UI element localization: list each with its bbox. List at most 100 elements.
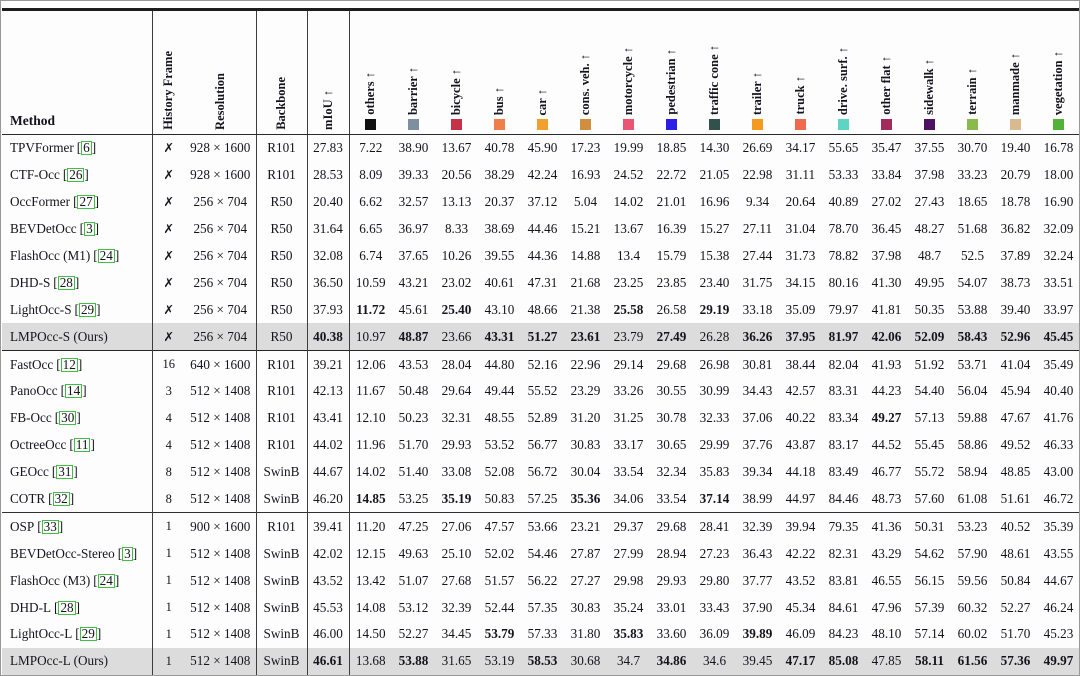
trailer-cell: 37.76 (742, 437, 773, 453)
citation-bracket-close: ] (77, 356, 83, 372)
citation-bracket-close: ] (114, 572, 120, 588)
car-cell: 44.36 (527, 248, 558, 263)
citation-bracket-close: ] (73, 464, 78, 480)
row-lmpocc-l-ours: LMPOcc-L (Ours) 1 512 × 1408 SwinB 46.61 13.6… (2, 647, 1079, 675)
bus-cell: 38.29 (484, 167, 515, 183)
citation-link[interactable]: [31] (52, 464, 78, 480)
drive-surf-cell: 78.70 (828, 221, 859, 237)
sidewalk-cell: 56.15 (914, 572, 945, 588)
history-frame-cell: 4 (165, 437, 172, 452)
traffic-cone-cell: 28.41 (693, 512, 736, 541)
citation-number: 28 (57, 274, 75, 290)
row-lightocc-s: LightOcc-S[29] ✗ 256 × 704 R50 37.93 11.72 45.… (2, 296, 1079, 324)
terrain-cell: 33.23 (957, 167, 988, 183)
truck-cell: 43.87 (785, 437, 816, 453)
citation-link[interactable]: [12] (56, 357, 82, 372)
traffic-cone-cell: 15.38 (699, 248, 730, 263)
method-name: FB-Occ (10, 410, 52, 426)
car-cell: 55.52 (527, 383, 558, 399)
citation-link[interactable]: [6] (77, 140, 96, 156)
cons-veh-cell: 23.29 (570, 383, 601, 399)
manmade-cell: 51.61 (1000, 491, 1031, 507)
citation-link[interactable]: [30] (55, 410, 81, 426)
others-cell: 11.96 (356, 437, 386, 453)
bus-cell: 38.69 (484, 221, 515, 237)
citation-link[interactable]: [14] (61, 383, 87, 399)
row-dhd-s: DHD-S[28] ✗ 256 × 704 R50 36.50 10.59 43.21 23.… (2, 269, 1079, 297)
method-cell: PanoOcc[14] (2, 378, 153, 405)
trailer-label: trailer ↑ (750, 71, 764, 115)
traffic-cone-cell: 35.83 (699, 464, 730, 480)
cons-veh-cell: 17.23 (570, 140, 601, 156)
row-lightocc-l: LightOcc-L[29] 1 512 × 1408 SwinB 46.00 14.50… (2, 621, 1079, 648)
terrain-color-swatch (967, 119, 978, 130)
method-cell: OctreeOcc[11] (2, 431, 153, 459)
car-cell: 44.46 (527, 221, 558, 237)
car-cell: 56.72 (527, 464, 558, 480)
miou-cell: 28.53 (307, 161, 350, 189)
resolution-cell: 256 × 704 (185, 242, 257, 270)
citation-link[interactable]: [29] (75, 302, 101, 317)
bus-cell: 53.79 (484, 626, 515, 642)
cons-veh-cell: 31.20 (570, 410, 601, 426)
trailer-cell: 26.69 (742, 140, 773, 156)
terrain-cell: 53.23 (951, 512, 994, 541)
miou-header-label: mIoU ↑ (320, 90, 335, 130)
truck-cell: 40.22 (785, 410, 816, 426)
method-name: BEVDetOcc (10, 221, 77, 237)
history-frame-cell: 1 (152, 512, 185, 541)
citation-link[interactable]: [28] (54, 600, 80, 615)
citation-bracket-close: ] (94, 194, 100, 210)
drive-surf-cell: 80.16 (828, 274, 859, 290)
citation-link[interactable]: [24] (93, 573, 119, 588)
terrain-cell: 60.02 (957, 626, 988, 642)
history-frame-cell: ✗ (163, 275, 174, 290)
others-cell: 14.08 (355, 599, 386, 615)
backbone-cell: R101 (256, 404, 308, 432)
sidewalk-cell: 57.13 (914, 410, 945, 426)
terrain-cell: 58.94 (957, 464, 988, 480)
citation-number: 29 (78, 301, 97, 317)
citation-link[interactable]: [32] (48, 491, 74, 507)
citation-bracket-close: ] (94, 221, 100, 237)
citation-link[interactable]: [28] (53, 275, 79, 290)
pedestrian-cell: 29.68 (650, 350, 693, 379)
citation-link[interactable]: [26] (63, 167, 89, 183)
vegetation-cell: 32.09 (1043, 221, 1074, 237)
truck-cell: 46.09 (785, 626, 816, 642)
method-cell: BEVDetOcc-Stereo[3] (2, 540, 153, 568)
history-frame-cell: 1 (165, 546, 172, 561)
barrier-cell: 39.33 (398, 167, 429, 183)
col-header-manmade: manmade ↑ (994, 9, 1037, 135)
other-flat-cell: 36.45 (871, 221, 902, 237)
history-frame-cell: 1 (165, 573, 172, 588)
drive-surf-cell: 82.31 (828, 545, 859, 561)
citation-link[interactable]: [33] (37, 519, 63, 534)
row-bevdetocc: BEVDetOcc[3] ✗ 256 × 704 R50 31.64 6.65 36.97 8… (2, 215, 1079, 243)
bicycle-cell: 29.64 (441, 383, 472, 399)
citation-link[interactable]: [3] (80, 221, 100, 237)
resolution-cell: 512 × 1408 (185, 594, 257, 622)
sidewalk-color-swatch (924, 119, 935, 130)
bicycle-cell: 25.10 (441, 545, 472, 561)
terrain-cell: 56.04 (957, 383, 988, 399)
citation-link[interactable]: [24] (93, 248, 119, 263)
manmade-cell: 47.67 (1000, 410, 1031, 426)
car-cell: 47.31 (527, 274, 558, 290)
others-cell: 8.09 (359, 167, 383, 183)
citation-link[interactable]: [29] (75, 626, 101, 642)
traffic-cone-cell: 29.99 (699, 437, 730, 453)
citation-link[interactable]: [27] (73, 194, 100, 210)
barrier-cell: 45.61 (398, 301, 429, 317)
citation-link[interactable]: [3] (118, 546, 137, 561)
barrier-cell: 32.57 (398, 194, 429, 210)
citation-link[interactable]: [11] (69, 437, 95, 453)
citation-number: 3 (122, 545, 133, 561)
bicycle-cell: 35.19 (441, 491, 472, 507)
method-name: PanoOcc (10, 383, 58, 399)
terrain-cell: 54.07 (957, 274, 988, 290)
barrier-cell: 38.90 (398, 140, 429, 156)
drive-surf-cell: 85.08 (822, 647, 865, 675)
backbone-cell: R101 (256, 350, 308, 379)
manmade-label: manmade ↑ (1008, 52, 1022, 115)
